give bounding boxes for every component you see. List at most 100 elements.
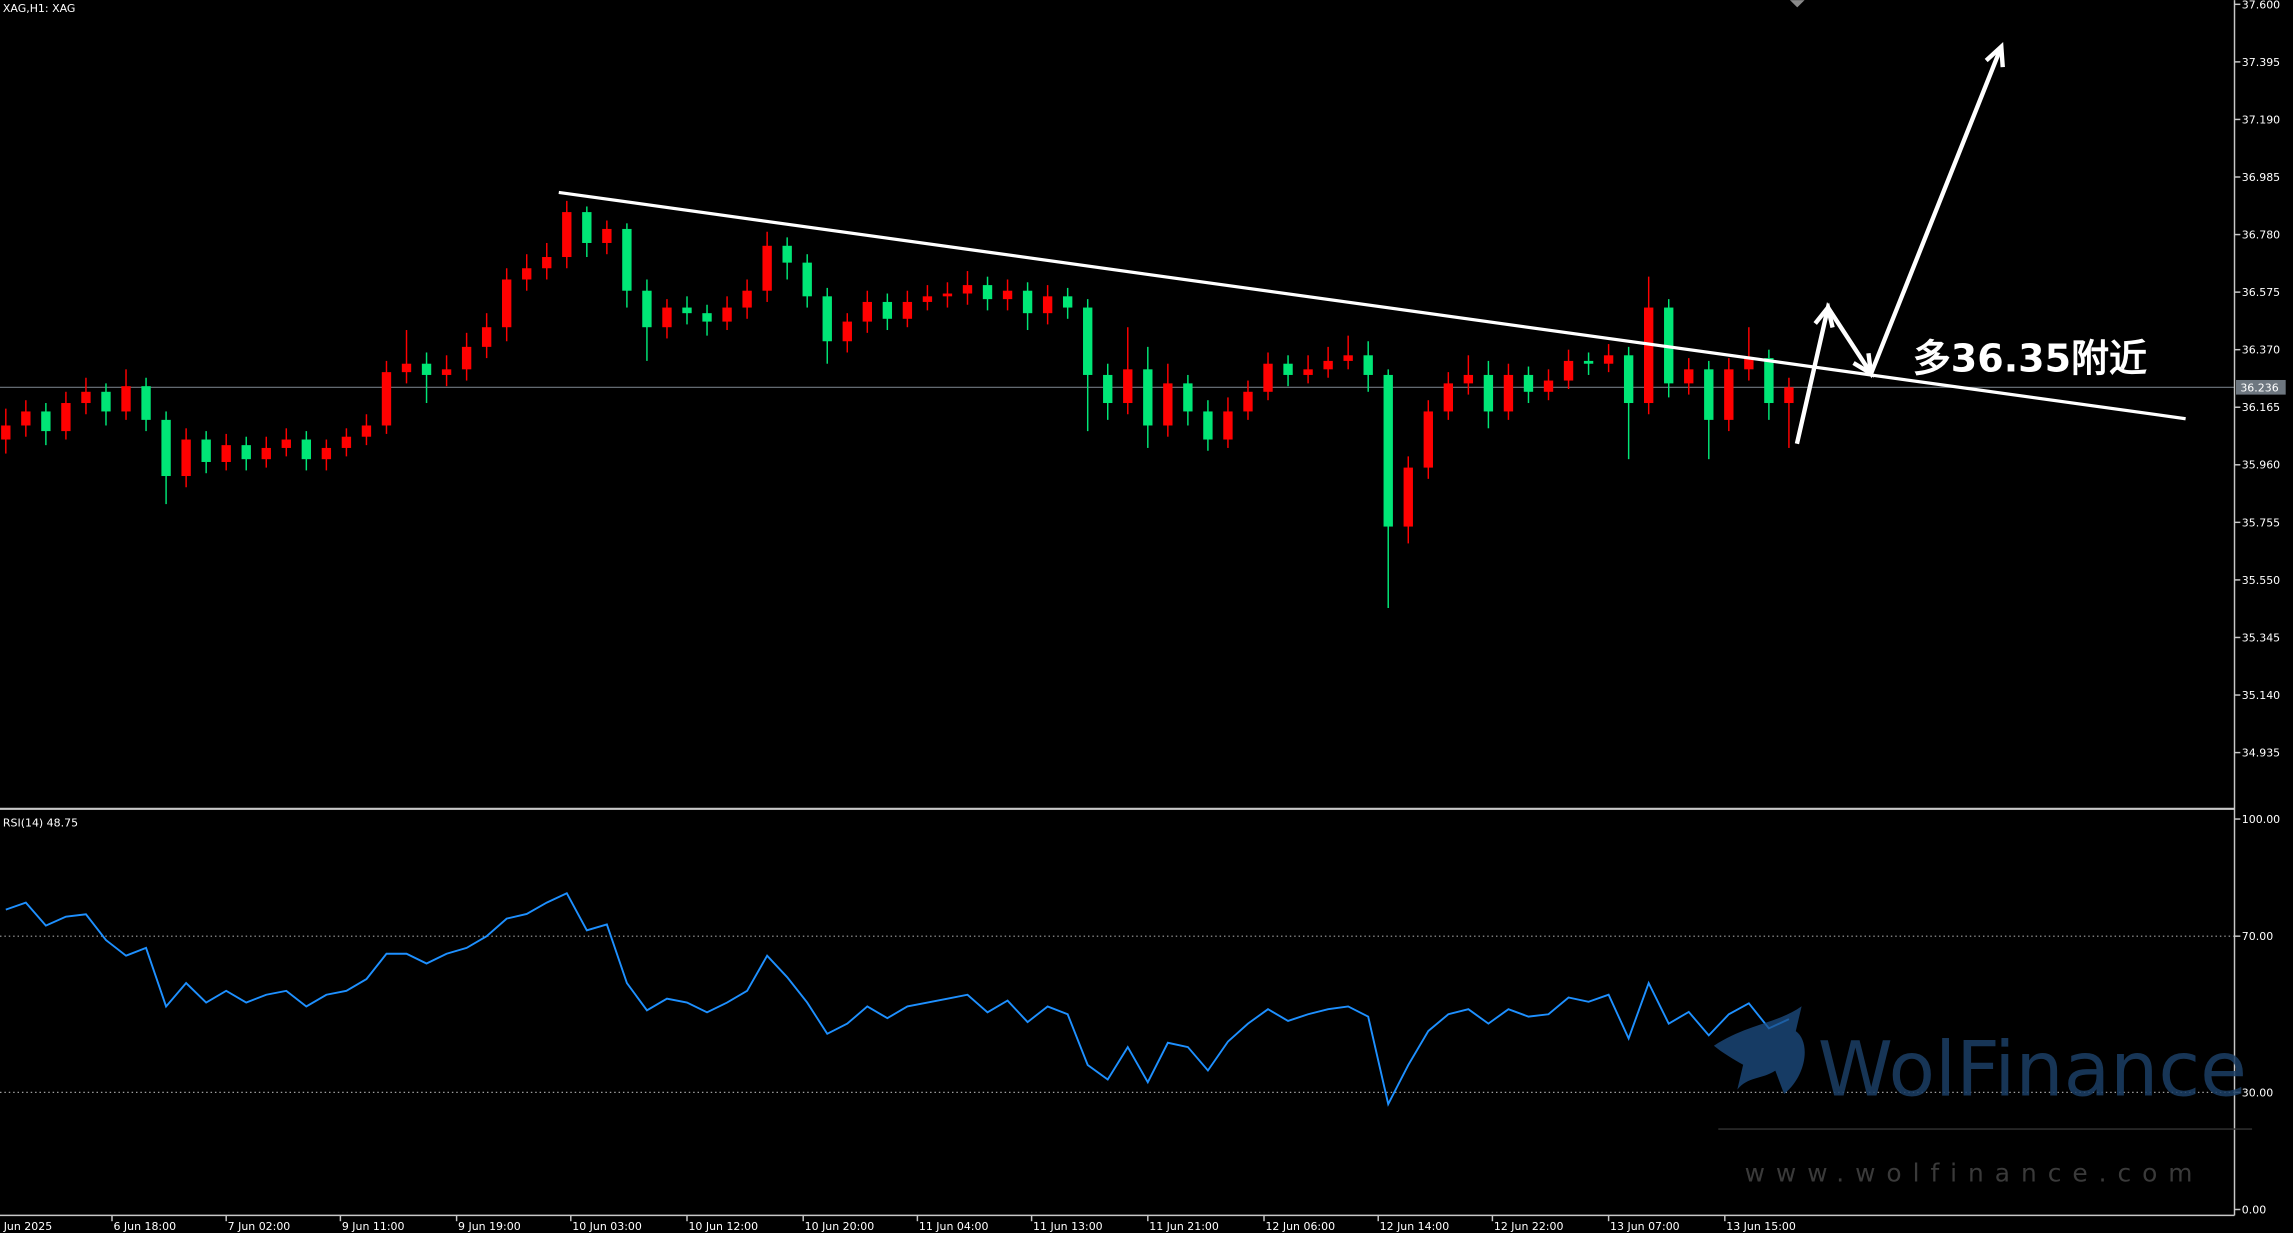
candle-body	[1383, 374, 1393, 527]
y-tick-label: 35.550	[2242, 574, 2280, 587]
candle-body	[1323, 360, 1333, 370]
trendline	[558, 190, 2186, 421]
candle-body	[702, 313, 712, 322]
candle-body	[922, 296, 933, 302]
candle-body	[301, 439, 312, 460]
watermark-logo	[1713, 1006, 1805, 1094]
marker	[1789, 0, 1805, 8]
candle-body	[762, 245, 772, 291]
candle-body	[1483, 374, 1494, 412]
candle-body	[742, 290, 752, 308]
candle-body	[261, 447, 271, 460]
candle-body	[962, 285, 973, 294]
price-label: 36.236	[2240, 381, 2278, 394]
x-tick-label: 11 Jun 21:00	[1149, 1220, 1219, 1233]
candle-body	[942, 293, 953, 297]
candle-body	[582, 212, 592, 243]
candle-body	[41, 411, 51, 432]
x-tick-label: 13 Jun 07:00	[1610, 1220, 1680, 1233]
candle-body	[1543, 380, 1554, 392]
x-tick-label: 12 Jun 06:00	[1265, 1220, 1335, 1233]
candle-body	[842, 321, 852, 342]
x-tick-label: 6 Jun 2025	[0, 1220, 52, 1233]
candle-body	[562, 212, 572, 258]
y-tick-label: 35.140	[2242, 689, 2280, 702]
candle-body	[421, 363, 432, 375]
x-tick-label: 13 Jun 15:00	[1726, 1220, 1796, 1233]
candle-body	[682, 307, 692, 314]
candle-body	[1143, 369, 1153, 426]
candle-body	[1103, 374, 1113, 404]
candle-body	[982, 285, 993, 300]
candle-body	[1684, 369, 1694, 384]
candle-body	[722, 307, 732, 322]
candle-body	[1704, 369, 1714, 420]
candle-body	[1583, 360, 1594, 364]
candle-body	[1243, 391, 1253, 412]
logo-shape	[1713, 1006, 1805, 1094]
candle-body	[481, 327, 492, 347]
candle-body	[341, 436, 352, 448]
candle-body	[882, 301, 893, 319]
candle-body	[1764, 358, 1774, 404]
candle-body	[461, 346, 472, 370]
candle-body	[1022, 290, 1033, 314]
candle-body	[662, 307, 672, 328]
candle-body	[81, 391, 91, 404]
candle-body	[1563, 360, 1574, 381]
candle-body	[1223, 411, 1233, 440]
candle-body	[201, 439, 211, 462]
annotation: 多36.35附近	[1913, 337, 2147, 381]
candle-body	[1083, 307, 1093, 375]
candle-body	[802, 262, 812, 297]
y-tick-label: 37.600	[2242, 0, 2280, 11]
y-tick-label: 37.190	[2242, 113, 2280, 126]
candle-body	[902, 301, 913, 319]
candle-body	[1002, 290, 1013, 300]
candle-body	[441, 369, 452, 375]
rsi-label: RSI(14) 48.75	[3, 816, 78, 829]
candle-body	[241, 445, 251, 460]
rsi-line	[5, 891, 1790, 1107]
y-tick-label: 34.935	[2242, 747, 2280, 760]
y-tick-label: 36.575	[2242, 286, 2280, 299]
candle-body	[181, 439, 191, 477]
candle-body	[1744, 358, 1754, 370]
x-tick-label: 10 Jun 12:00	[688, 1220, 758, 1233]
candle-body	[21, 411, 31, 426]
candle-body	[381, 372, 392, 426]
candle-body	[1784, 387, 1794, 404]
y-tick-label: 36.985	[2242, 171, 2280, 184]
candle-body	[1463, 374, 1474, 384]
candle-body	[782, 245, 792, 263]
y-tick-label: 36.165	[2242, 401, 2280, 414]
candle-body	[101, 391, 111, 412]
rsi-tick-label: 0.00	[2242, 1203, 2266, 1216]
rsi-tick-label: 100.00	[2242, 813, 2280, 826]
candle-body	[1603, 355, 1614, 364]
candle-body	[1644, 307, 1654, 404]
candle-body	[822, 296, 832, 342]
candle-body	[502, 279, 512, 328]
candle-body	[862, 301, 872, 322]
candle-body	[1623, 355, 1634, 404]
candle-body	[221, 445, 231, 462]
arrow-head	[1984, 42, 2005, 68]
candle-body	[1403, 467, 1413, 527]
rsi-tick-label: 70.00	[2242, 930, 2273, 943]
candle-body	[321, 447, 332, 460]
watermark-url: www.wolfinance.com	[1745, 1159, 2204, 1188]
candle-body	[1163, 383, 1173, 426]
candle-body	[141, 386, 151, 420]
candle-body	[1724, 369, 1734, 420]
candle-body	[1183, 383, 1193, 412]
candle-body	[642, 290, 652, 328]
y-tick-label: 36.370	[2242, 344, 2280, 357]
candle-body	[1, 425, 11, 440]
x-tick-label: 10 Jun 20:00	[805, 1220, 875, 1233]
candle-body	[1423, 411, 1433, 468]
candle-body	[1343, 355, 1353, 361]
